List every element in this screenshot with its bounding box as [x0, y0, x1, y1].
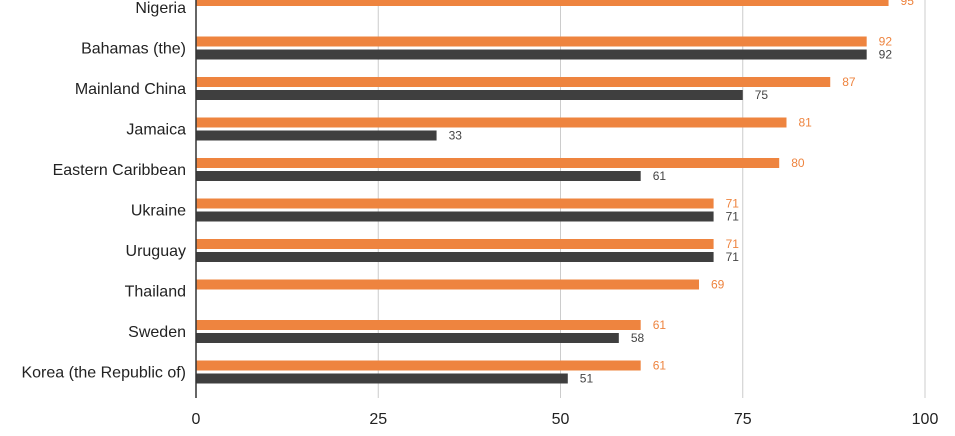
- data-label: 81: [798, 116, 812, 130]
- bar: [196, 373, 568, 384]
- bar: [196, 49, 867, 60]
- category-label: Nigeria: [135, 0, 186, 17]
- category-label: Sweden: [128, 324, 186, 341]
- x-tick-label: 100: [912, 411, 939, 428]
- bar: [196, 320, 641, 330]
- bar: [196, 0, 889, 6]
- category-label: Uruguay: [126, 243, 186, 260]
- data-label: 51: [580, 372, 594, 386]
- bar: [196, 158, 780, 168]
- data-label: 75: [755, 88, 769, 102]
- bar: [196, 117, 787, 128]
- category-label: Eastern Caribbean: [53, 162, 186, 179]
- bar: [196, 90, 743, 100]
- data-label: 33: [449, 129, 463, 143]
- bar: [196, 77, 831, 87]
- category-label: Korea (the Republic of): [21, 365, 186, 382]
- x-axis-ticks: 0 25 50 75 100: [192, 411, 939, 428]
- data-label: 69: [711, 278, 725, 292]
- category-label: Thailand: [125, 284, 186, 301]
- bar: [196, 36, 867, 47]
- category-label: Bahamas (the): [81, 41, 186, 58]
- x-tick-label: 0: [192, 411, 201, 428]
- data-label: 92: [879, 35, 893, 49]
- data-label: 71: [726, 237, 740, 251]
- bar: [196, 211, 714, 222]
- data-label: 80: [791, 156, 805, 170]
- bar: [196, 252, 714, 262]
- data-label: 71: [726, 250, 740, 264]
- bars: [196, 0, 889, 384]
- data-label: 71: [726, 197, 740, 211]
- category-label: Jamaica: [126, 122, 186, 139]
- bar: [196, 239, 714, 249]
- bar: [196, 171, 641, 181]
- x-tick-label: 75: [734, 411, 752, 428]
- category-label: Ukraine: [131, 203, 186, 220]
- data-label: 61: [653, 169, 667, 183]
- x-tick-label: 25: [369, 411, 387, 428]
- data-label: 71: [726, 210, 740, 224]
- bar: [196, 198, 714, 209]
- bar: [196, 360, 641, 371]
- bar: [196, 279, 700, 290]
- bar: [196, 130, 437, 141]
- data-label: 92: [879, 48, 893, 62]
- data-label: 61: [653, 359, 667, 373]
- data-label: 58: [631, 331, 645, 345]
- bar: [196, 333, 619, 343]
- category-label: Mainland China: [75, 81, 186, 98]
- category-labels: Nigeria Bahamas (the) Mainland China Jamaic…: [21, 0, 186, 382]
- data-label: 95: [901, 0, 915, 8]
- data-label: 87: [842, 75, 856, 89]
- data-label: 61: [653, 318, 667, 332]
- x-tick-label: 50: [552, 411, 570, 428]
